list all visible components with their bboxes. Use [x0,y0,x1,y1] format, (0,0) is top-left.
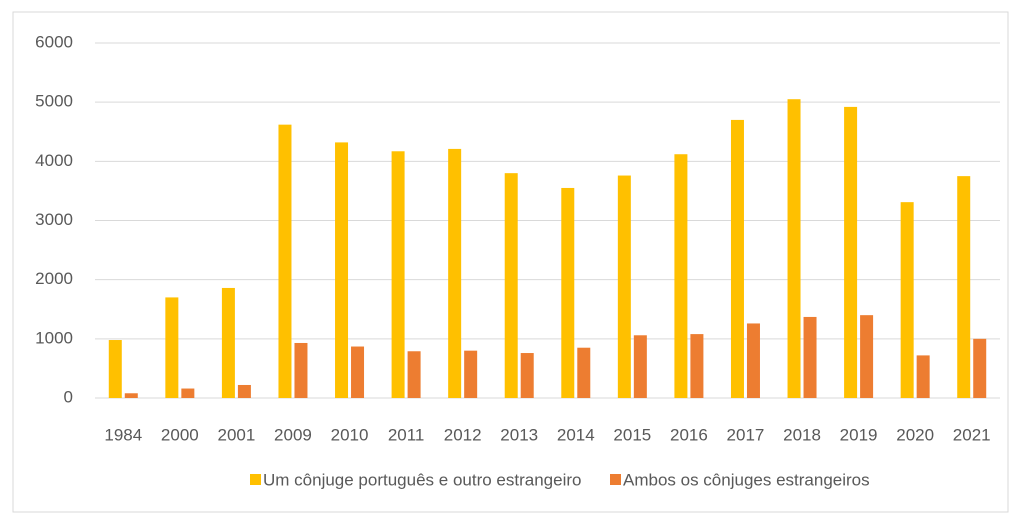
bar [448,148,462,398]
x-tick-label: 2016 [670,425,708,444]
bar [746,323,760,398]
y-tick-label: 6000 [35,32,73,51]
bar [690,334,704,398]
bar [803,316,817,398]
x-tick-label: 2000 [161,425,199,444]
bar [957,176,971,398]
bar [124,393,138,398]
bar [351,346,365,398]
x-tick-label: 2014 [557,425,595,444]
x-tick-label: 1984 [104,425,142,444]
bar [916,355,930,398]
bar [633,335,647,398]
bar [407,351,421,398]
bar [165,297,179,398]
x-tick-label: 2021 [953,425,991,444]
x-tick-label: 2019 [840,425,878,444]
legend-label: Ambos os cônjuges estrangeiros [623,470,870,489]
x-tick-label: 2018 [783,425,821,444]
bar [294,342,308,398]
bar [617,175,631,398]
x-tick-label: 2017 [727,425,765,444]
legend-swatch [610,474,621,485]
bar [844,106,858,399]
legend-swatch [250,474,261,485]
x-tick-label: 2012 [444,425,482,444]
bar [973,338,987,398]
bar [278,124,292,399]
y-tick-label: 4000 [35,151,73,170]
x-tick-label: 2020 [896,425,934,444]
bar [391,151,405,398]
bar [577,347,591,398]
x-tick-label: 2011 [388,425,425,444]
bar [561,187,575,398]
y-tick-label: 0 [64,387,73,406]
bar [335,142,349,398]
x-tick-label: 2013 [500,425,538,444]
bar [221,287,235,398]
y-tick-label: 1000 [35,328,73,347]
bar [504,173,518,398]
legend-label: Um cônjuge português e outro estrangeiro [263,470,581,489]
x-tick-label: 2010 [331,425,369,444]
bar [464,350,478,398]
x-tick-label: 2001 [217,425,255,444]
y-tick-label: 2000 [35,269,73,288]
bar [237,384,251,398]
y-tick-label: 5000 [35,92,73,111]
bar [674,154,688,398]
bar [860,315,874,398]
bar [787,99,801,398]
bar [108,340,122,398]
bar [900,202,914,398]
bar [730,119,744,399]
bar [181,388,195,398]
x-tick-label: 2009 [274,425,312,444]
x-tick-label: 2015 [613,425,651,444]
y-tick-label: 3000 [35,210,73,229]
bar [520,353,534,398]
